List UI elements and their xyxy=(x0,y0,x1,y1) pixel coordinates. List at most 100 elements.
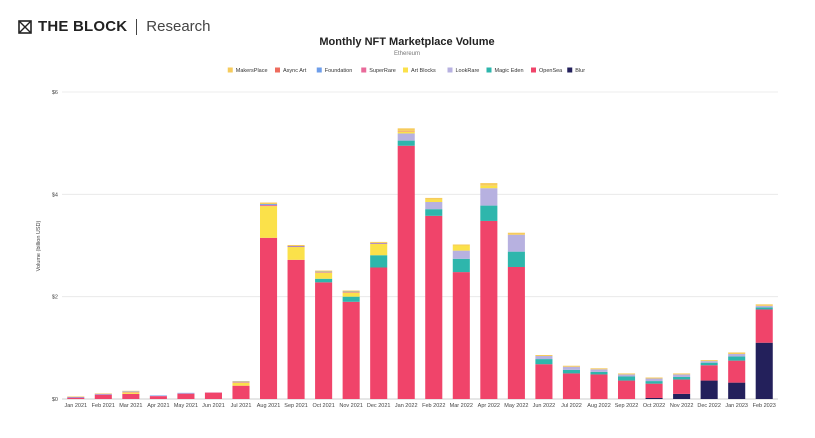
bar-segment-superrare xyxy=(204,392,222,393)
bar-segment-magic-eden xyxy=(425,209,443,216)
bar-segment-superrare xyxy=(342,292,360,293)
x-tick-label: Sep 2021 xyxy=(284,403,308,409)
bar-segment-superrare xyxy=(149,395,167,397)
bar-segment-superrare xyxy=(315,272,333,273)
x-tick-label: Nov 2021 xyxy=(339,403,363,409)
bar-segment-art-blocks xyxy=(232,382,250,386)
bar-segment-foundation xyxy=(370,242,388,244)
bar-segment-lookrare xyxy=(728,353,746,357)
bar-segment-magic-eden xyxy=(480,205,498,221)
bar-segment-magic-eden xyxy=(370,255,388,268)
x-tick-label: Feb 2021 xyxy=(92,403,115,409)
bar-segment-opensea xyxy=(397,145,415,399)
grid-lines xyxy=(62,91,778,400)
bar-segment-foundation xyxy=(177,392,195,394)
bar-segment-makersplace xyxy=(507,232,525,235)
bar-segment-lookrare xyxy=(645,378,663,382)
bar-segment-makersplace xyxy=(673,373,691,375)
bar-segment-opensea xyxy=(94,394,112,399)
chart-legend: MakersPlace Async Art Foundation SuperRare A… xyxy=(227,67,585,74)
bar-segment-magic-eden xyxy=(618,376,636,381)
legend-label: MakersPlace xyxy=(236,68,268,74)
bar-segment-foundation xyxy=(94,393,112,395)
bar-segment-makersplace xyxy=(260,202,278,205)
legend-swatch xyxy=(316,67,322,73)
bar-segment-lookrare xyxy=(618,374,636,377)
bar-segment-blur xyxy=(673,393,691,399)
bar-segment-magic-eden xyxy=(397,140,415,146)
bar-segment-foundation xyxy=(149,395,167,396)
legend-swatch xyxy=(275,67,280,73)
bar-segment-magic-eden xyxy=(700,362,718,366)
bar-segment-magic-eden xyxy=(535,359,553,365)
y-tick-label: $0 xyxy=(52,397,58,403)
legend-label: SuperRare xyxy=(369,68,396,74)
bar-segment-opensea xyxy=(315,282,333,399)
bar-segment-opensea xyxy=(700,365,718,381)
bar-segment-lookrare xyxy=(562,366,580,370)
bar-segment-opensea xyxy=(149,396,167,399)
x-tick-label: Aug 2022 xyxy=(587,403,611,409)
bar-segment-foundation xyxy=(315,271,333,273)
y-tick-label: $6 xyxy=(52,90,58,96)
bar-segment-makersplace xyxy=(480,183,498,186)
x-tick-label: Dec 2021 xyxy=(367,403,391,409)
x-tick-label: Jul 2022 xyxy=(561,403,582,409)
bar-segment-blur xyxy=(645,397,663,399)
x-tick-label: Jan 2021 xyxy=(64,403,87,409)
x-tick-label: Oct 2022 xyxy=(643,403,665,409)
bar-segment-magic-eden xyxy=(728,356,746,361)
legend-swatch xyxy=(531,67,536,73)
bar-segment-makersplace xyxy=(94,393,112,394)
bar-segment-lookrare xyxy=(590,369,608,372)
bar-segment-magic-eden xyxy=(645,381,663,384)
bar-segment-superrare xyxy=(260,205,278,207)
bar-segment-opensea xyxy=(535,364,553,399)
bar-segment-opensea xyxy=(287,259,305,399)
x-tick-label: Dec 2022 xyxy=(697,403,721,409)
x-tick-label: Apr 2022 xyxy=(478,403,500,409)
brand-divider xyxy=(136,18,138,35)
bar-segment-foundation xyxy=(287,246,305,247)
legend-label: OpenSea xyxy=(539,68,563,74)
bar-segment-opensea xyxy=(590,374,608,399)
bars xyxy=(67,128,773,399)
x-tick-label: Mar 2022 xyxy=(450,403,473,409)
bar-segment-makersplace xyxy=(342,290,360,292)
x-tick-label: Apr 2021 xyxy=(147,403,169,409)
bar-segment-blur xyxy=(700,380,718,399)
bar-segment-makersplace xyxy=(755,304,773,306)
bar-segment-superrare xyxy=(122,391,140,393)
x-tick-label: May 2021 xyxy=(174,403,198,409)
bar-segment-lookrare xyxy=(480,188,498,206)
legend-swatch xyxy=(227,67,233,73)
x-tick-label: Jan 2023 xyxy=(725,403,748,409)
y-axis: $0 $2 $4 $6 xyxy=(52,90,58,403)
bar-segment-opensea xyxy=(122,393,140,399)
bar-segment-opensea xyxy=(728,360,746,383)
bar-segment-foundation xyxy=(122,391,140,392)
legend-label: Blur xyxy=(575,68,585,74)
bar-segment-lookrare xyxy=(397,133,415,141)
bar-segment-makersplace xyxy=(397,128,415,131)
bar-segment-magic-eden xyxy=(755,307,773,310)
y-axis-label: Volume (billion USD) xyxy=(36,220,42,271)
y-tick-label: $4 xyxy=(52,192,58,198)
bar-segment-makersplace xyxy=(728,352,746,354)
bar-segment-makersplace xyxy=(645,377,663,379)
legend-swatch xyxy=(567,67,573,73)
bar-segment-superrare xyxy=(397,130,415,132)
x-tick-label: Nov 2022 xyxy=(670,403,694,409)
bar-segment-makersplace xyxy=(232,381,250,382)
bar-segment-superrare xyxy=(370,243,388,244)
bar-segment-lookrare xyxy=(452,250,470,259)
bar-segment-makersplace xyxy=(122,390,140,392)
bar-segment-art-blocks xyxy=(452,245,470,251)
bar-segment-opensea xyxy=(425,215,443,399)
bar-segment-foundation xyxy=(260,204,278,206)
bar-segment-makersplace xyxy=(618,373,636,375)
brand-header: THE BLOCK Research xyxy=(18,18,211,35)
bar-segment-blur xyxy=(728,382,746,399)
legend-swatch xyxy=(486,67,492,73)
